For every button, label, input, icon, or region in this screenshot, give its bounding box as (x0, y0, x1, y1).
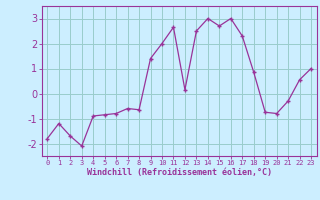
X-axis label: Windchill (Refroidissement éolien,°C): Windchill (Refroidissement éolien,°C) (87, 168, 272, 177)
